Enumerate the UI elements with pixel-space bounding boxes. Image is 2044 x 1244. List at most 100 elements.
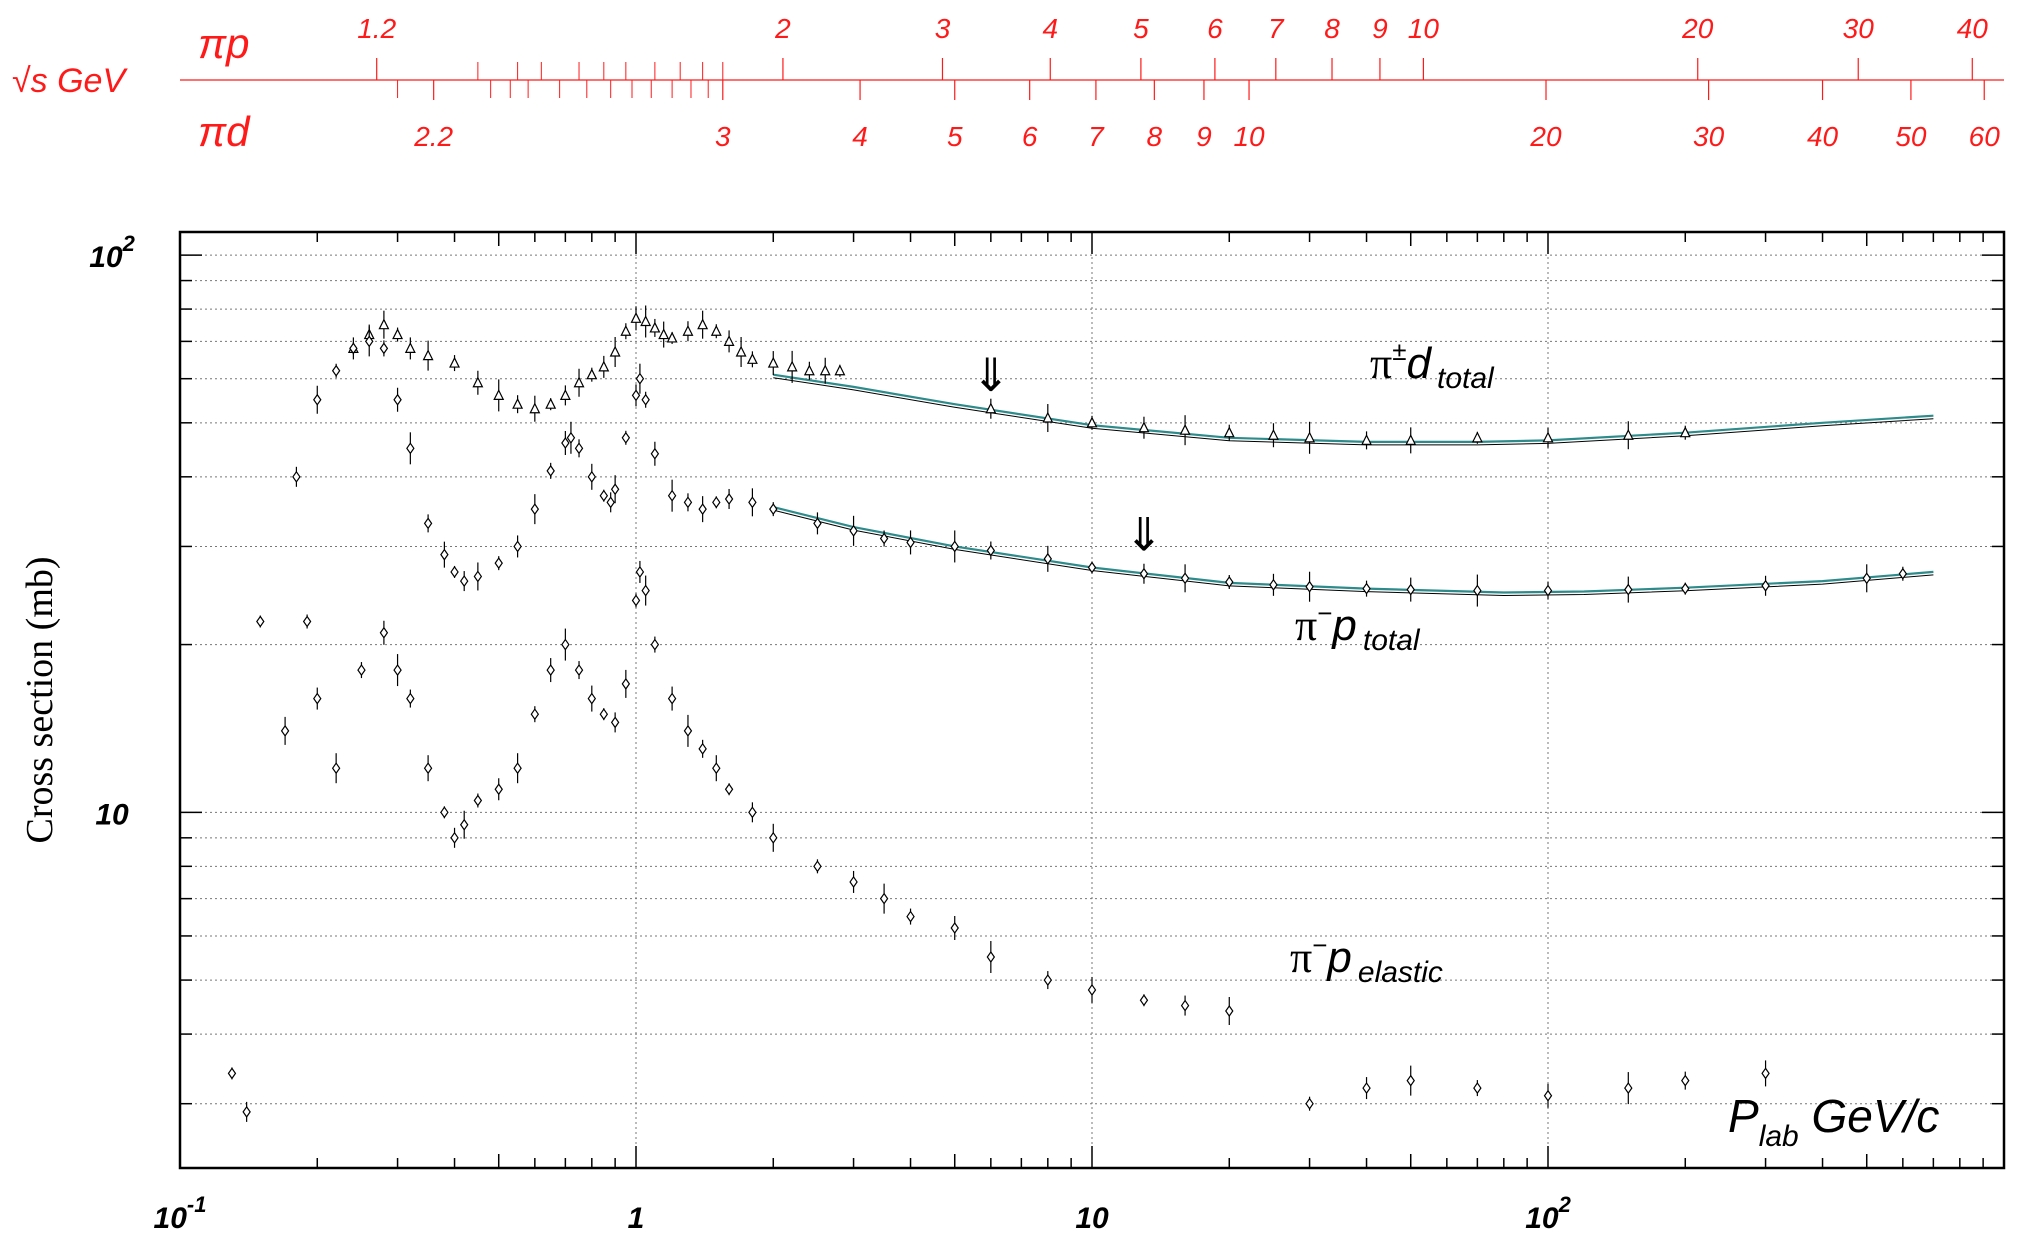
- data-point-diamond: [450, 565, 459, 578]
- data-point-diamond: [313, 692, 322, 705]
- x-tick-label: 1: [628, 1202, 645, 1235]
- pid-tick-label: 20: [1529, 121, 1562, 152]
- data-point-diamond: [574, 442, 584, 455]
- data-point-diamond: [513, 762, 522, 775]
- pid-tick-label: 7: [1088, 121, 1105, 152]
- pid-tick-label: 8: [1147, 121, 1163, 152]
- data-point-diamond: [950, 540, 959, 553]
- data-point-diamond: [1362, 582, 1371, 595]
- data-point-diamond: [950, 921, 959, 935]
- fit-curve-1: [773, 506, 1934, 594]
- data-point-diamond: [635, 372, 645, 385]
- data-point-triangle: [658, 328, 670, 340]
- data-point-triangle: [573, 376, 585, 388]
- data-point-diamond: [331, 364, 341, 377]
- pid-tick-label: 30: [1693, 121, 1725, 152]
- data-point-diamond: [748, 496, 757, 509]
- data-point-diamond: [667, 489, 677, 502]
- data-point-diamond: [641, 393, 650, 406]
- data-point-diamond: [1087, 983, 1097, 996]
- data-point-triangle: [529, 402, 541, 414]
- data-point-diamond: [1543, 584, 1553, 597]
- data-point-triangle: [1179, 423, 1191, 435]
- fit-curve-shadow-0: [773, 377, 1934, 446]
- data-point-diamond: [906, 910, 915, 923]
- pip-tick-label: 2: [774, 13, 791, 44]
- pid-tick-label: 2.2: [413, 121, 453, 152]
- data-point-triangle: [1304, 431, 1316, 443]
- grid: [180, 232, 2004, 1168]
- data-point-diamond: [650, 447, 660, 460]
- data-point-diamond: [621, 431, 631, 444]
- data-point-diamond: [440, 806, 449, 819]
- y-tick-label-base: 10: [95, 798, 129, 831]
- pip-tick-label: 7: [1268, 13, 1285, 44]
- data-point-triangle: [1138, 421, 1150, 433]
- data-point-triangle: [392, 328, 404, 340]
- data-point-triangle: [1622, 428, 1634, 440]
- data-point-diamond: [393, 393, 402, 406]
- fit-curves: [773, 373, 1934, 597]
- data-point-triangle: [1405, 434, 1417, 445]
- x-tick-label-base: 10: [1525, 1202, 1559, 1235]
- data-point-diamond: [641, 584, 650, 597]
- data-point-diamond: [610, 483, 620, 496]
- pid-tick-label: 50: [1895, 121, 1927, 152]
- pid-tick-label: 10: [1233, 121, 1265, 152]
- series-label-sup: ±: [1392, 336, 1406, 366]
- series-label-sup: −: [1317, 598, 1332, 628]
- x-axis-label-sub: lab: [1759, 1120, 1799, 1153]
- data-point-triangle: [710, 324, 722, 336]
- root-s-label: √s GeV: [12, 62, 128, 100]
- data-point-diamond: [242, 1105, 251, 1118]
- pip-scale-label: πp: [198, 20, 250, 67]
- data-point-diamond: [610, 716, 620, 729]
- fit-curve-shadow-1: [773, 509, 1934, 597]
- data-point-diamond: [906, 536, 915, 549]
- data-point-diamond: [813, 517, 822, 530]
- arrow-annotation: ⇓: [972, 350, 1011, 401]
- data-point-diamond: [1624, 583, 1633, 596]
- top-scale: 1.2 2 3 4 5 6 7 8 9 10 20 30 40 2.2 3 4 5 6 7 8 9 10 20 30 40 50 6…: [12, 13, 2004, 155]
- data-point-diamond: [1362, 1082, 1371, 1095]
- data-point-triangle: [545, 397, 557, 409]
- pip-tick-label: 5: [1133, 13, 1149, 44]
- x-tick-label: 102: [1525, 1192, 1571, 1235]
- series-label-sub: total: [1437, 362, 1495, 395]
- pip-tick-label: 40: [1957, 13, 1989, 44]
- data-point-triangle: [404, 342, 416, 354]
- x-tick-label-base: 10: [1075, 1202, 1109, 1235]
- data-point-triangle: [609, 345, 621, 357]
- pid-tick-label: 60: [1969, 121, 2001, 152]
- data-point-diamond: [879, 892, 889, 905]
- data-point-diamond: [364, 335, 374, 348]
- series-label-sup: −: [1312, 930, 1327, 960]
- data-point-diamond: [1862, 572, 1871, 585]
- pip-tick-label: 1.2: [357, 13, 396, 44]
- data-point-diamond: [986, 950, 996, 964]
- data-point-diamond: [1180, 999, 1190, 1012]
- series-label: π−p total: [1295, 598, 1421, 657]
- data-point-triangle: [512, 397, 524, 409]
- data-point-diamond: [440, 548, 449, 561]
- data-point-diamond: [1761, 579, 1770, 592]
- series-label: π±d total: [1370, 336, 1495, 395]
- series-label-pi: π: [1290, 933, 1312, 982]
- data-point-diamond: [683, 724, 693, 737]
- y-tick-label-base: 10: [89, 241, 123, 274]
- data-point-diamond: [459, 818, 469, 831]
- data-point-triangle: [449, 356, 461, 368]
- data-point-diamond: [331, 762, 341, 775]
- data-point-diamond: [406, 442, 415, 455]
- data-point-diamond: [280, 724, 290, 737]
- pid-tick-label: 5: [947, 121, 963, 152]
- data-point-triangle: [985, 402, 997, 414]
- series-label: π−p elastic: [1290, 930, 1443, 989]
- data-point-diamond: [349, 342, 358, 355]
- y-tick-label: 102: [89, 231, 135, 274]
- data-point-diamond: [849, 875, 858, 888]
- data-point-triangle: [834, 364, 846, 376]
- data-point-diamond: [1406, 1074, 1415, 1087]
- data-point-diamond: [1269, 578, 1278, 591]
- data-point-diamond: [1305, 1097, 1314, 1110]
